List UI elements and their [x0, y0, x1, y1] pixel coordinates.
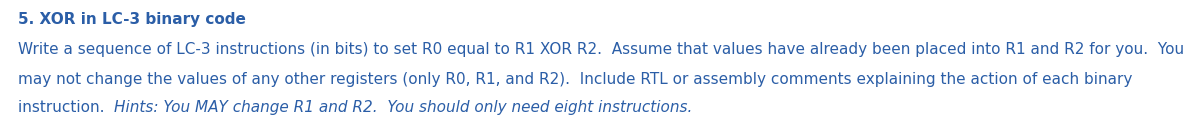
- Text: instruction.: instruction.: [18, 100, 114, 115]
- Text: 5. XOR in LC-3 binary code: 5. XOR in LC-3 binary code: [18, 12, 246, 27]
- Text: Write a sequence of LC-3 instructions (in bits) to set R0 equal to R1 XOR R2.  A: Write a sequence of LC-3 instructions (i…: [18, 42, 1184, 57]
- Text: may not change the values of any other registers (only R0, R1, and R2).  Include: may not change the values of any other r…: [18, 72, 1133, 87]
- Text: Hints: You MAY change R1 and R2.  You should only need eight instructions.: Hints: You MAY change R1 and R2. You sho…: [114, 100, 692, 115]
